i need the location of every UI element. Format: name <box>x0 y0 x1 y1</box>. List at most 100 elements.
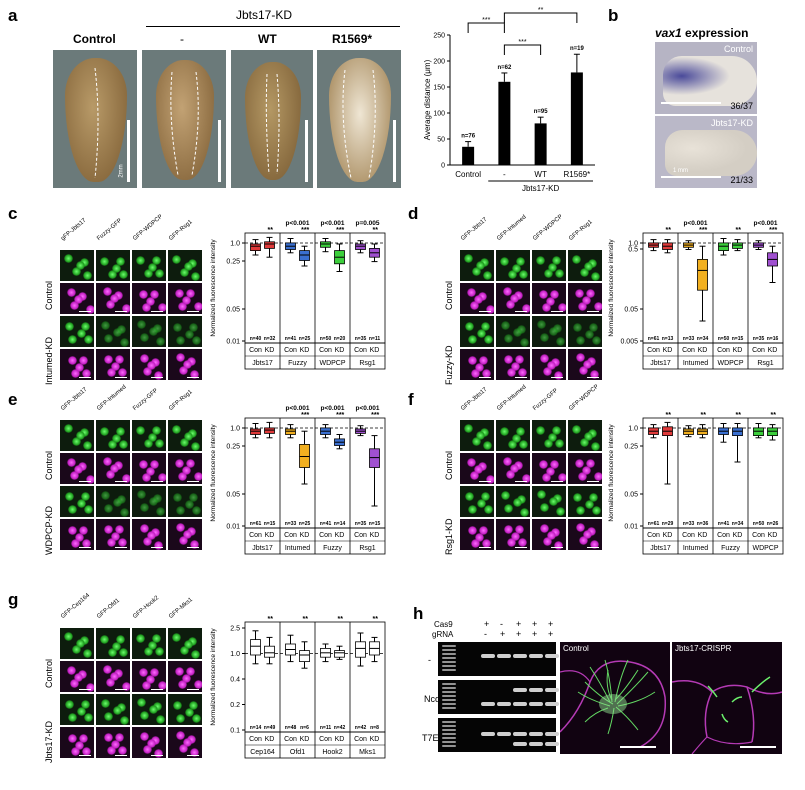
basal-body-marker <box>79 526 88 535</box>
gfp-puncta <box>192 336 201 345</box>
significance-stars: *** <box>336 412 344 419</box>
magenta-channel-image <box>568 519 602 550</box>
x-tick-label: Con <box>752 532 765 539</box>
vax1-control-count: 36/37 <box>730 101 753 111</box>
y-axis-label: Normalized fluorescence intensity <box>608 239 615 337</box>
basal-body-marker <box>474 465 483 474</box>
basal-body-marker <box>582 296 591 305</box>
x-tick-label: KD <box>370 532 380 539</box>
vax1-image-kd: Jbts17-KD 1 mm 21/33 <box>655 116 757 188</box>
gfp-puncta <box>585 330 594 339</box>
gfp-puncta <box>108 440 117 449</box>
y-tick-label: 50 <box>437 137 445 144</box>
ladder-band <box>442 661 456 663</box>
basal-body-marker <box>176 353 185 362</box>
ladder-band <box>442 653 456 655</box>
group-label: Rsg1 <box>757 360 773 367</box>
scale-bar <box>79 547 91 548</box>
green-channel-image <box>532 316 566 347</box>
basal-body-marker <box>118 746 127 755</box>
basal-body-marker <box>186 289 195 298</box>
basal-body-marker <box>190 540 199 549</box>
group-label: Rsg1 <box>359 360 375 367</box>
basal-body-marker <box>182 296 191 305</box>
y-tick-label: 250 <box>433 33 445 40</box>
n-label: n=49 <box>264 725 276 731</box>
column-label: GFP-Hook2 <box>132 595 161 620</box>
gfp-puncta <box>173 701 182 710</box>
gfp-puncta <box>472 437 481 446</box>
magenta-channel-image <box>60 661 94 692</box>
sample-band <box>545 702 559 706</box>
basal-body-marker <box>107 746 116 755</box>
x-tick-label: Control <box>455 170 481 179</box>
basal-body-marker <box>503 457 512 466</box>
gfp-puncta <box>481 492 490 501</box>
green-channel-image <box>60 628 94 659</box>
scale-bar <box>79 755 91 756</box>
basal-body-marker <box>86 305 94 314</box>
cas9-sign: + <box>532 619 538 629</box>
basal-body-marker <box>122 304 130 313</box>
scale-bar <box>115 311 127 312</box>
basal-body-marker <box>550 460 559 469</box>
gfp-puncta <box>137 490 146 499</box>
green-channel-image <box>132 628 166 659</box>
basal-body-marker <box>75 741 84 750</box>
gfp-puncta <box>549 327 558 336</box>
x-tick-label: WT <box>534 170 547 179</box>
basal-body-marker <box>522 304 530 313</box>
row-label: Jbts17-KD <box>44 720 54 763</box>
magenta-channel-image <box>96 283 130 314</box>
gfp-puncta <box>476 431 485 440</box>
sample-band <box>513 702 527 706</box>
basal-body-marker <box>586 459 595 468</box>
ladder-band <box>442 699 456 701</box>
scale-bar <box>587 481 599 482</box>
y-tick-label: 0.25 <box>624 444 638 451</box>
gfp-puncta <box>184 262 193 271</box>
n-label: n=61 <box>648 336 660 342</box>
gfp-puncta <box>185 500 194 509</box>
scale-bar <box>587 547 599 548</box>
gfp-puncta <box>112 642 121 651</box>
gfp-puncta <box>512 264 521 273</box>
green-channel-image <box>60 694 94 725</box>
gfp-puncta <box>520 338 529 347</box>
basal-body-marker <box>547 531 556 540</box>
basal-body-marker <box>486 475 494 484</box>
gfp-puncta <box>540 503 549 512</box>
basal-body-marker <box>154 749 163 758</box>
panel-label-b: b <box>608 6 619 25</box>
gfp-puncta <box>500 427 509 436</box>
gfp-puncta <box>552 256 561 265</box>
basal-body-marker <box>470 301 479 310</box>
sample-band <box>497 732 511 736</box>
magenta-channel-image <box>532 283 566 314</box>
cas9-sign: - <box>500 619 503 629</box>
gfp-puncta <box>519 270 528 279</box>
green-channel-image <box>168 316 202 347</box>
gfp-puncta <box>576 336 585 345</box>
panel-label-g: g <box>8 590 19 609</box>
green-channel-image <box>96 420 130 451</box>
gfp-puncta <box>119 648 128 657</box>
x-tick-label: KD <box>300 347 310 354</box>
gfp-puncta <box>84 713 93 722</box>
basal-body-marker <box>68 526 77 535</box>
basal-body-marker <box>82 539 91 548</box>
scale-bar <box>115 481 127 482</box>
basal-body-marker <box>106 470 115 479</box>
basal-body-marker <box>518 538 527 547</box>
gfp-puncta <box>64 424 73 433</box>
basal-body-marker <box>179 744 188 753</box>
x-tick-label: KD <box>768 532 778 539</box>
basal-body-marker <box>475 363 484 372</box>
green-channel-image <box>96 316 130 347</box>
gfp-puncta <box>101 491 110 500</box>
basal-body-marker <box>471 539 480 548</box>
group-label: Mks1 <box>359 749 376 756</box>
scale-label-2mm: 2mm <box>118 164 125 178</box>
gfp-puncta <box>476 261 485 270</box>
green-channel-image <box>96 628 130 659</box>
